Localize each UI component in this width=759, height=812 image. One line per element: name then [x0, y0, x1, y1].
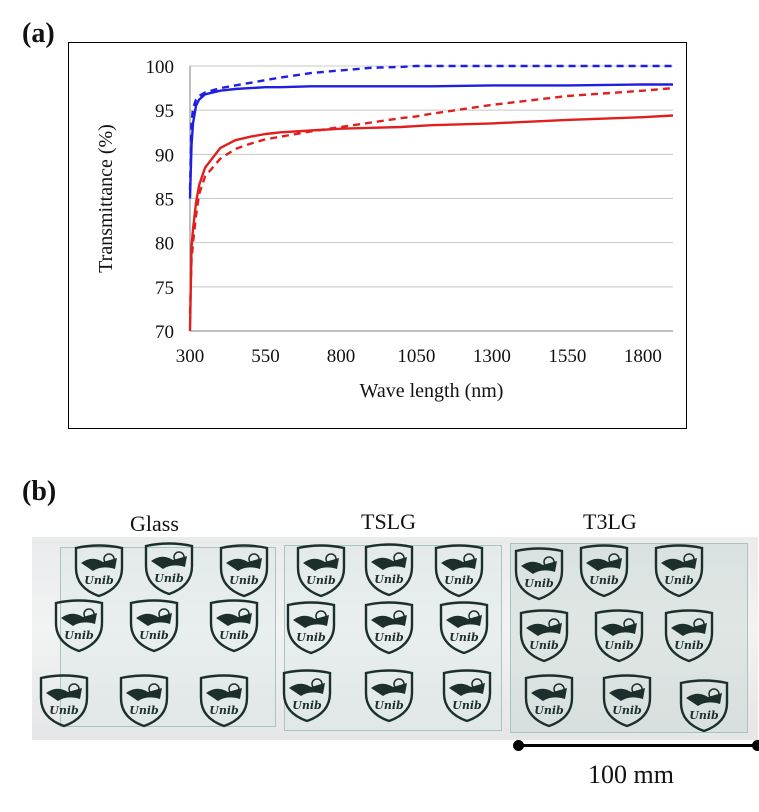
university-logo-stamp: Unib [117, 672, 171, 728]
y-tick-label: 100 [146, 57, 175, 78]
university-logo-stamp: Unib [142, 540, 196, 596]
y-tick-label: 70 [155, 322, 174, 343]
series-line-3 [188, 86, 674, 314]
university-logo-stamp: Unib [294, 542, 348, 598]
svg-text:Unib: Unib [49, 704, 79, 717]
university-logo-stamp: Unib [652, 542, 706, 598]
university-logo-stamp: Unib [662, 607, 716, 663]
x-tick-label: 300 [176, 346, 205, 367]
university-logo-stamp: Unib [52, 597, 106, 653]
svg-text:Unib: Unib [374, 573, 404, 586]
svg-text:Unib: Unib [449, 631, 479, 644]
y-tick-label: 80 [155, 234, 174, 255]
svg-text:Unib: Unib [444, 574, 474, 587]
x-tick-label: 1550 [548, 346, 586, 367]
scale-bar-left-end [513, 740, 524, 751]
chart-frame [68, 42, 687, 429]
samples-photo: Unib Unib Unib Unib Unib Unib Unib Unib Unib Unib… [32, 537, 758, 740]
sample-label-t3lg: T3LG [583, 509, 637, 534]
svg-text:Unib: Unib [306, 574, 336, 587]
y-tick-label: 75 [155, 278, 174, 299]
university-logo-stamp: Unib [440, 667, 494, 723]
series-line-0 [188, 83, 673, 199]
svg-text:Unib: Unib [374, 699, 404, 712]
university-logo-stamp: Unib [600, 672, 654, 728]
svg-text:Unib: Unib [296, 631, 326, 644]
svg-text:Unib: Unib [674, 639, 704, 652]
university-logo-stamp: Unib [207, 597, 261, 653]
university-logo-stamp: Unib [280, 667, 334, 723]
svg-text:Unib: Unib [229, 574, 259, 587]
svg-text:Unib: Unib [209, 704, 239, 717]
university-logo-stamp: Unib [437, 599, 491, 655]
svg-text:Unib: Unib [524, 577, 554, 590]
university-logo-stamp: Unib [517, 607, 571, 663]
university-logo-stamp: Unib [677, 677, 731, 733]
sample-label-tslg: TSLG [361, 509, 416, 534]
y-tick-label: 90 [155, 145, 174, 166]
svg-text:Unib: Unib [154, 572, 184, 585]
svg-text:Unib: Unib [612, 704, 642, 717]
scale-bar [518, 744, 758, 747]
svg-text:Unib: Unib [292, 699, 322, 712]
university-logo-stamp: Unib [432, 542, 486, 598]
university-logo-stamp: Unib [577, 542, 631, 598]
scale-bar-label: 100 mm [588, 760, 674, 789]
university-logo-stamp: Unib [217, 542, 271, 598]
svg-text:Unib: Unib [604, 639, 634, 652]
svg-text:Unib: Unib [589, 574, 619, 587]
svg-text:Unib: Unib [452, 699, 482, 712]
series-line-2 [188, 114, 674, 332]
transmittance-chart: 70 75 80 85 90 95 100 300 550 800 1050 1300 1550 1800… [95, 57, 674, 402]
svg-text:Unib: Unib [529, 639, 559, 652]
y-tick-label: 85 [155, 190, 174, 211]
svg-text:Unib: Unib [689, 709, 719, 722]
university-logo-stamp: Unib [362, 541, 416, 597]
tslg-plate [284, 545, 502, 731]
x-axis-title: Wave length (nm) [360, 380, 504, 402]
svg-text:Unib: Unib [129, 704, 159, 717]
svg-text:Unib: Unib [664, 574, 694, 587]
sample-label-glass: Glass [130, 511, 179, 536]
x-tick-label: 550 [251, 346, 280, 367]
university-logo-stamp: Unib [592, 607, 646, 663]
university-logo-stamp: Unib [362, 667, 416, 723]
university-logo-stamp: Unib [522, 672, 576, 728]
x-tick-label: 1050 [397, 346, 435, 367]
scale-bar-right-end [752, 740, 759, 751]
university-logo-stamp: Unib [37, 672, 91, 728]
svg-text:Unib: Unib [139, 629, 169, 642]
panel-b-label: (b) [22, 476, 57, 507]
university-logo-stamp: Unib [197, 672, 251, 728]
university-logo-stamp: Unib [284, 599, 338, 655]
y-tick-label: 95 [155, 101, 174, 122]
x-tick-label: 800 [327, 346, 356, 367]
svg-text:Unib: Unib [534, 704, 564, 717]
panel-a-label: (a) [22, 18, 55, 49]
y-axis-title: Transmittance (%) [95, 124, 117, 273]
svg-text:Unib: Unib [64, 629, 94, 642]
x-tick-label: 1800 [624, 346, 662, 367]
svg-text:Unib: Unib [84, 574, 114, 587]
university-logo-stamp: Unib [72, 542, 126, 598]
svg-text:Unib: Unib [219, 629, 249, 642]
svg-text:Unib: Unib [374, 631, 404, 644]
x-tick-label: 1300 [473, 346, 511, 367]
university-logo-stamp: Unib [362, 599, 416, 655]
university-logo-stamp: Unib [512, 545, 566, 601]
university-logo-stamp: Unib [127, 597, 181, 653]
